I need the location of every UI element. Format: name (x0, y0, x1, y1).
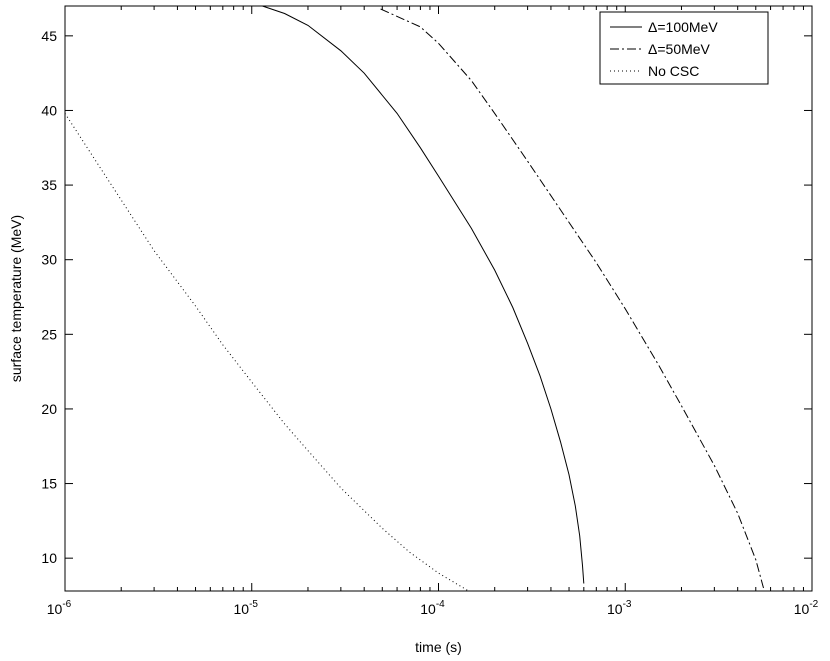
x-axis-label: time (s) (415, 639, 462, 655)
y-tick-label: 45 (41, 28, 57, 44)
x-tick-base: 10 (420, 601, 436, 617)
legend-box (599, 11, 769, 85)
series-line-2 (380, 8, 764, 589)
y-tick-label: 10 (41, 550, 57, 566)
y-tick-label: 30 (41, 252, 57, 268)
series-layer (64, 5, 764, 592)
legend-label: No CSC (648, 63, 699, 79)
y-tick-label: 25 (41, 326, 57, 342)
y-tick-label: 40 (41, 102, 57, 118)
x-tick-base: 10 (607, 601, 623, 617)
x-tick-exponent: -2 (809, 599, 818, 610)
x-tick-exponent: -4 (436, 599, 445, 610)
plot-area (64, 5, 813, 592)
x-tick-label: 10-2 (794, 599, 819, 617)
x-tick-exponent: -6 (62, 599, 71, 610)
legend: Δ=100MeV Δ=50MeV No CSC (599, 11, 769, 85)
x-tick-label: 10-6 (47, 599, 72, 617)
legend-label: Δ=50MeV (648, 41, 711, 57)
y-axis-label: surface temperature (MeV) (8, 215, 24, 382)
y-tick-label: 15 (41, 476, 57, 492)
x-tick-base: 10 (47, 601, 63, 617)
x-tick-base: 10 (794, 601, 810, 617)
x-tick-exponent: -5 (249, 599, 258, 610)
series-line-1 (262, 5, 585, 584)
y-tick-label: 20 (41, 401, 57, 417)
x-tick-label: 10-5 (234, 599, 259, 617)
x-tick-label: 10-3 (607, 599, 632, 617)
x-tick-exponent: -3 (623, 599, 632, 610)
x-tick-label: 10-4 (420, 599, 445, 617)
x-tick-base: 10 (234, 601, 250, 617)
legend-label: Δ=100MeV (648, 19, 718, 35)
y-tick-label: 35 (41, 177, 57, 193)
